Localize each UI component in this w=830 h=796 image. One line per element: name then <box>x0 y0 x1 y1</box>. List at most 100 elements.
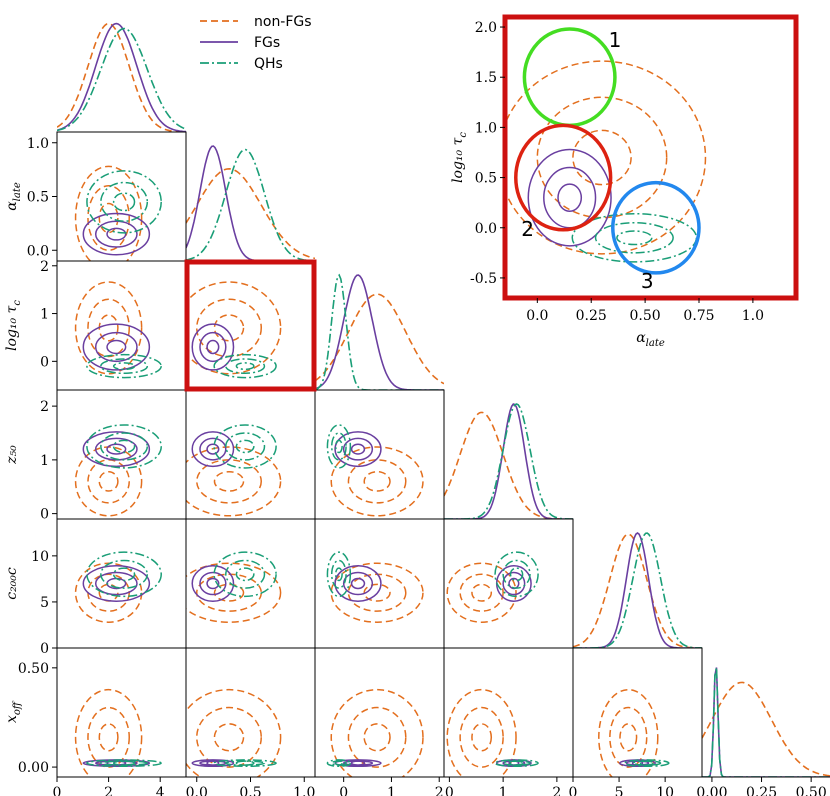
contour-qh-level-1 <box>235 760 255 766</box>
panel-alpha_late-vs-log10_tau_c <box>186 281 282 379</box>
contour-qh-level-3 <box>623 759 670 768</box>
region-label-1: 1 <box>609 28 622 52</box>
legend-label-nonfg: non-FGs <box>254 14 312 30</box>
contour-qh-level-3 <box>494 759 539 768</box>
panel-frame-z50-vs-x_off <box>443 647 574 778</box>
ylabel-x_off: xoff <box>4 700 23 723</box>
contour-nonfg-level-3 <box>330 562 424 623</box>
contour-nonfg-level-2 <box>196 459 262 504</box>
contour-nonfg-level-3 <box>74 165 143 261</box>
contour-nonfg-level-3 <box>598 688 659 777</box>
inset-xtick-label: 0.75 <box>683 308 714 324</box>
ylabel-c200c: c₂₀₀c <box>4 567 20 600</box>
inset-ylabel: log₁₀ τc <box>450 132 469 183</box>
panel-log10_tau_c-vs-x_off <box>326 688 424 777</box>
xtick-label-z50: 2 <box>552 785 561 796</box>
legend: non-FGs FGs QHs <box>200 14 312 72</box>
contour-qh-level-1 <box>112 362 136 371</box>
hist-nonfg-c200c <box>573 533 702 648</box>
contour-qh-level-2 <box>225 358 266 375</box>
inset-xlabel: αlate <box>636 330 665 349</box>
hist-fg-x_off <box>702 667 830 777</box>
contour-qh-level-2 <box>100 432 149 461</box>
contour-qh-level-2 <box>100 181 149 222</box>
panel-alpha_late-vs-z50 <box>186 424 282 517</box>
contour-qh-level-2 <box>330 432 347 461</box>
hist-fg-alpha_late <box>186 145 315 261</box>
inset-xtick-label: 1.0 <box>742 308 764 324</box>
contour-qh-level-1 <box>334 567 343 582</box>
ytick-label-z50: 0 <box>40 507 49 523</box>
panel-alpha_early-vs-log10_tau_c <box>74 281 162 379</box>
contour-qh-level-1 <box>509 567 524 582</box>
contour-fg-level-2 <box>502 571 526 596</box>
ytick-label-alpha_late: 0.5 <box>27 190 49 206</box>
contour-qh-level-3 <box>213 759 277 768</box>
contour-fg-level-1 <box>350 577 366 590</box>
contour-nonfg-level-2 <box>459 706 504 768</box>
contour-qh-level-2 <box>225 559 266 589</box>
xtick-label-alpha_early: 0 <box>53 785 62 796</box>
contour-nonfg-level-1 <box>619 723 638 752</box>
contour-qh-level-3 <box>326 424 352 469</box>
contour-qh-level-3 <box>86 424 162 469</box>
panel-log10_tau_c-vs-z50 <box>326 424 424 517</box>
hist-qh-log10_tau_c <box>315 273 444 390</box>
diag-panel-x_off <box>702 667 830 777</box>
highlight-frame <box>184 259 317 392</box>
hist-qh-z50 <box>444 403 573 519</box>
contour-qh-level-2 <box>502 760 531 766</box>
hist-qh-x_off <box>702 667 830 777</box>
contour-nonfg-level-3 <box>186 281 282 375</box>
contour-qh-level-3 <box>326 551 352 598</box>
contour-fg-level-3 <box>191 759 235 768</box>
inset-contour-nonfg-level-2 <box>536 96 668 219</box>
contour-fg-level-2 <box>199 571 227 596</box>
contour-fg-level-3 <box>191 323 235 371</box>
xtick-label-log10_tau_c: 1 <box>387 785 396 796</box>
inset-xtick-label: 0.0 <box>526 308 548 324</box>
region-circle-3 <box>611 180 701 275</box>
diag-panel-z50 <box>444 403 573 519</box>
contour-fg-level-2 <box>199 331 227 363</box>
inset-zoom-panel: 1 2 3 0.0 0.25 0.50 0.75 1.0 -0.5 0.0 0.5 1.0 1.5 2.0… <box>450 14 799 349</box>
contour-qh-level-2 <box>100 358 149 375</box>
contour-qh-level-3 <box>213 353 277 379</box>
xtick-label-log10_tau_c: 2 <box>435 785 444 796</box>
ytick-label-z50: 1 <box>40 453 49 469</box>
panel-alpha_early-vs-z50 <box>74 424 162 517</box>
panel-alpha_early-vs-alpha_late <box>74 165 162 261</box>
contour-fg-level-1 <box>206 443 220 455</box>
panel-alpha_early-vs-c200c <box>74 551 162 623</box>
contour-qh-level-1 <box>112 567 136 582</box>
contour-nonfg-level-3 <box>74 688 143 777</box>
panel-log10_tau_c-vs-c200c <box>326 551 424 623</box>
panel-alpha_late-vs-x_off <box>186 688 282 777</box>
contour-nonfg-level-3 <box>74 281 143 375</box>
contour-fg-level-2 <box>342 760 374 766</box>
contour-qh-level-2 <box>330 760 347 766</box>
hist-nonfg-z50 <box>444 411 573 519</box>
hist-qh-alpha_late <box>186 148 315 261</box>
panel-frame-alpha_early-vs-x_off <box>56 647 187 778</box>
contour-nonfg-level-1 <box>98 202 119 234</box>
xtick-label-log10_tau_c: 0 <box>339 785 348 796</box>
contour-fg-level-3 <box>82 431 151 468</box>
contour-fg-level-2 <box>94 331 138 363</box>
contour-fg-level-3 <box>334 565 382 602</box>
contour-fg-level-2 <box>94 571 138 596</box>
contour-fg-level-2 <box>94 437 138 461</box>
hist-nonfg-alpha_late <box>186 167 315 260</box>
inset-xtick-label: 0.50 <box>630 308 661 324</box>
panel-alpha_early-vs-x_off <box>74 688 162 777</box>
inset-contour-fg-level-1 <box>557 183 583 212</box>
region-label-3: 3 <box>641 269 654 293</box>
ylabel-log10_tau_c: log₁₀ τc <box>4 300 23 351</box>
contour-nonfg-level-1 <box>213 314 245 342</box>
contour-nonfg-level-1 <box>363 723 391 752</box>
ytick-label-x_off: 0.50 <box>18 661 49 677</box>
ytick-label-log10_tau_c: 1 <box>40 307 49 323</box>
panel-c200c-vs-x_off <box>598 688 670 777</box>
contour-qh-level-3 <box>86 353 162 379</box>
contour-nonfg-level-2 <box>347 706 407 768</box>
